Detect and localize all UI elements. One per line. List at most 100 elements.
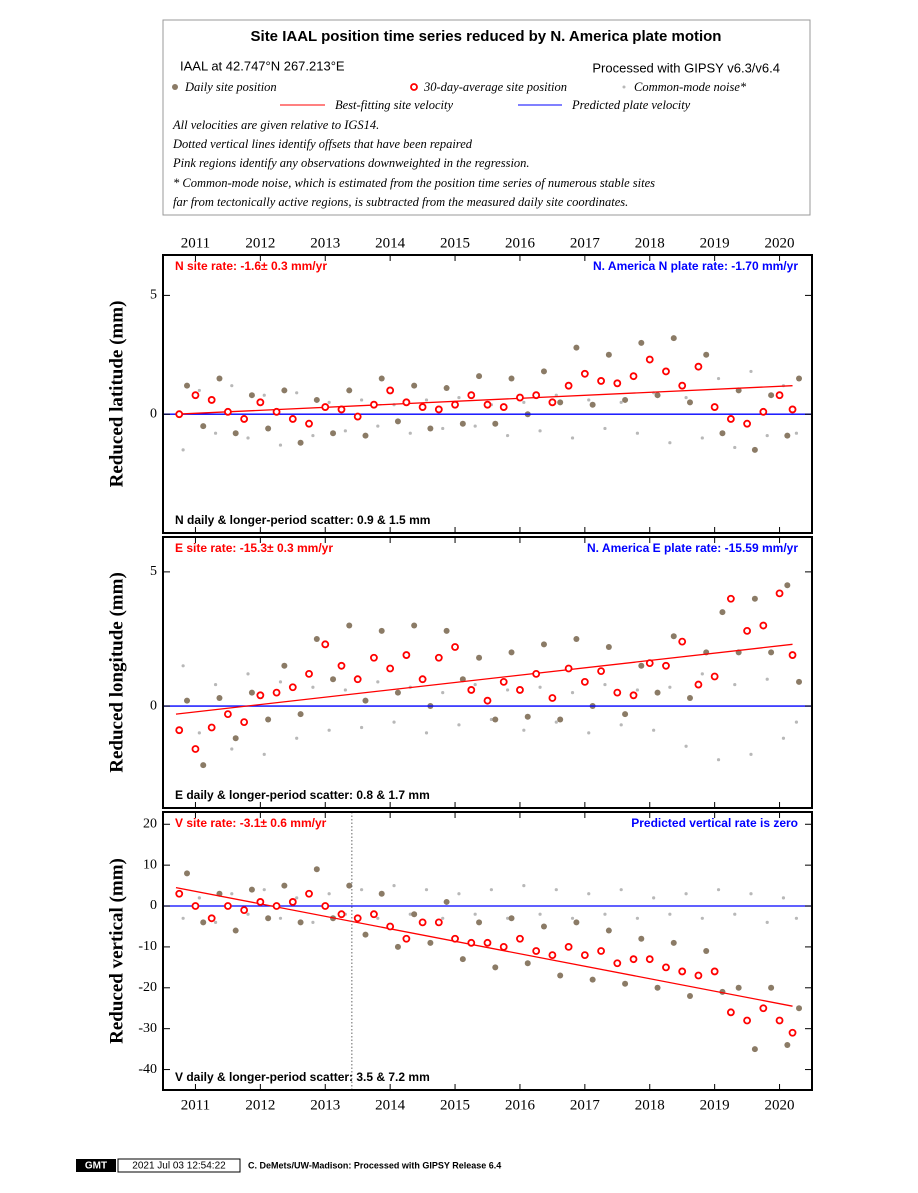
average-point bbox=[305, 669, 313, 678]
average-point bbox=[629, 691, 638, 700]
average-point bbox=[516, 393, 524, 402]
average-point bbox=[564, 381, 573, 390]
daily-point bbox=[346, 882, 353, 889]
noise-point bbox=[408, 912, 412, 916]
daily-point bbox=[796, 375, 803, 382]
average-point bbox=[402, 398, 411, 407]
average-point bbox=[775, 1016, 784, 1025]
legend-label: Best-fitting site velocity bbox=[335, 98, 453, 112]
average-point bbox=[759, 621, 768, 630]
daily-point bbox=[670, 335, 677, 342]
noise-point bbox=[619, 400, 623, 404]
average-point bbox=[305, 889, 313, 898]
y-axis-label: Reduced latitude (mm) bbox=[106, 301, 127, 488]
daily-point bbox=[589, 401, 596, 408]
average-point bbox=[418, 675, 427, 684]
average-point bbox=[532, 669, 541, 678]
noise-point bbox=[441, 426, 445, 431]
daily-point bbox=[394, 418, 401, 425]
average-point bbox=[191, 745, 200, 753]
legend-box bbox=[162, 19, 811, 216]
average-point bbox=[564, 664, 573, 673]
average-point bbox=[223, 710, 232, 718]
title: Site IAAL position time series reduced b… bbox=[251, 28, 722, 45]
noise-point bbox=[213, 920, 218, 924]
plate-text: N. America N plate rate: -1.70 mm/yr bbox=[593, 259, 798, 273]
panel-frame bbox=[162, 536, 813, 809]
daily-point bbox=[411, 911, 418, 918]
average-point bbox=[662, 661, 670, 670]
average-point bbox=[175, 889, 184, 898]
average-point bbox=[678, 637, 687, 646]
average-point bbox=[240, 906, 249, 915]
daily-point bbox=[184, 382, 191, 389]
daily-point bbox=[540, 641, 547, 648]
daily-point bbox=[784, 1042, 791, 1049]
noise-point bbox=[781, 736, 786, 740]
noise-point bbox=[506, 916, 510, 920]
average-point bbox=[451, 643, 459, 651]
x-tick-label: 2013 bbox=[310, 235, 340, 251]
average-point bbox=[370, 400, 378, 409]
daily-point bbox=[638, 935, 645, 942]
noise-point bbox=[230, 747, 234, 751]
y-tick-label: 0 bbox=[150, 898, 157, 913]
credit: C. DeMets/UW-Madison: Processed with GIP… bbox=[248, 1160, 501, 1170]
average-point bbox=[386, 386, 395, 395]
average-point bbox=[467, 686, 476, 694]
site: IAAL at 42.747°N 267.213°E bbox=[180, 58, 345, 73]
average-point bbox=[288, 415, 297, 423]
noise-point bbox=[181, 916, 185, 920]
noise-point bbox=[295, 391, 299, 395]
average-point bbox=[726, 415, 735, 423]
daily-point bbox=[248, 886, 255, 893]
average-point bbox=[418, 403, 427, 411]
average-point bbox=[548, 951, 557, 959]
noise-point bbox=[197, 388, 201, 393]
average-point bbox=[483, 696, 492, 705]
average-point bbox=[321, 640, 330, 649]
daily-point bbox=[362, 697, 369, 704]
y-tick-label: 0 bbox=[150, 406, 157, 421]
average-point bbox=[386, 664, 395, 673]
average-point bbox=[272, 902, 281, 910]
average-point bbox=[337, 661, 346, 670]
average-point bbox=[175, 726, 184, 735]
x-tick-label: 2012 bbox=[245, 1097, 275, 1113]
noise-point bbox=[441, 916, 445, 920]
fit-line bbox=[175, 385, 793, 415]
daily-point bbox=[751, 595, 758, 602]
average-point bbox=[788, 405, 797, 414]
noise-point bbox=[246, 672, 250, 676]
note: Pink regions identify any observations d… bbox=[172, 156, 530, 170]
daily-point bbox=[540, 923, 547, 930]
noise-point bbox=[473, 682, 477, 687]
daily-point bbox=[686, 694, 693, 701]
noise-point bbox=[635, 688, 640, 692]
x-tick-label: 2015 bbox=[440, 235, 470, 251]
noise-point bbox=[359, 398, 364, 402]
daily-point bbox=[232, 430, 239, 437]
noise-point bbox=[424, 398, 429, 402]
average-point bbox=[759, 407, 768, 416]
noise-point bbox=[794, 431, 799, 435]
daily-point bbox=[378, 627, 385, 634]
daily-point bbox=[622, 711, 629, 718]
daily-point bbox=[313, 635, 320, 642]
daily-point bbox=[378, 375, 385, 382]
daily-point bbox=[796, 678, 803, 685]
daily-point bbox=[670, 633, 677, 640]
noise-point bbox=[392, 883, 396, 888]
noise-point bbox=[441, 691, 445, 695]
noise-point bbox=[262, 888, 266, 892]
daily-point bbox=[735, 984, 742, 991]
x-tick-label: 2015 bbox=[440, 1097, 470, 1113]
daily-point bbox=[605, 927, 612, 934]
average-point bbox=[548, 694, 557, 702]
average-point bbox=[516, 934, 524, 943]
average-point bbox=[451, 400, 459, 409]
y-tick-label: 10 bbox=[143, 857, 157, 872]
daily-point bbox=[362, 432, 369, 439]
x-tick-label: 2016 bbox=[505, 235, 536, 251]
noise-point bbox=[668, 685, 672, 689]
